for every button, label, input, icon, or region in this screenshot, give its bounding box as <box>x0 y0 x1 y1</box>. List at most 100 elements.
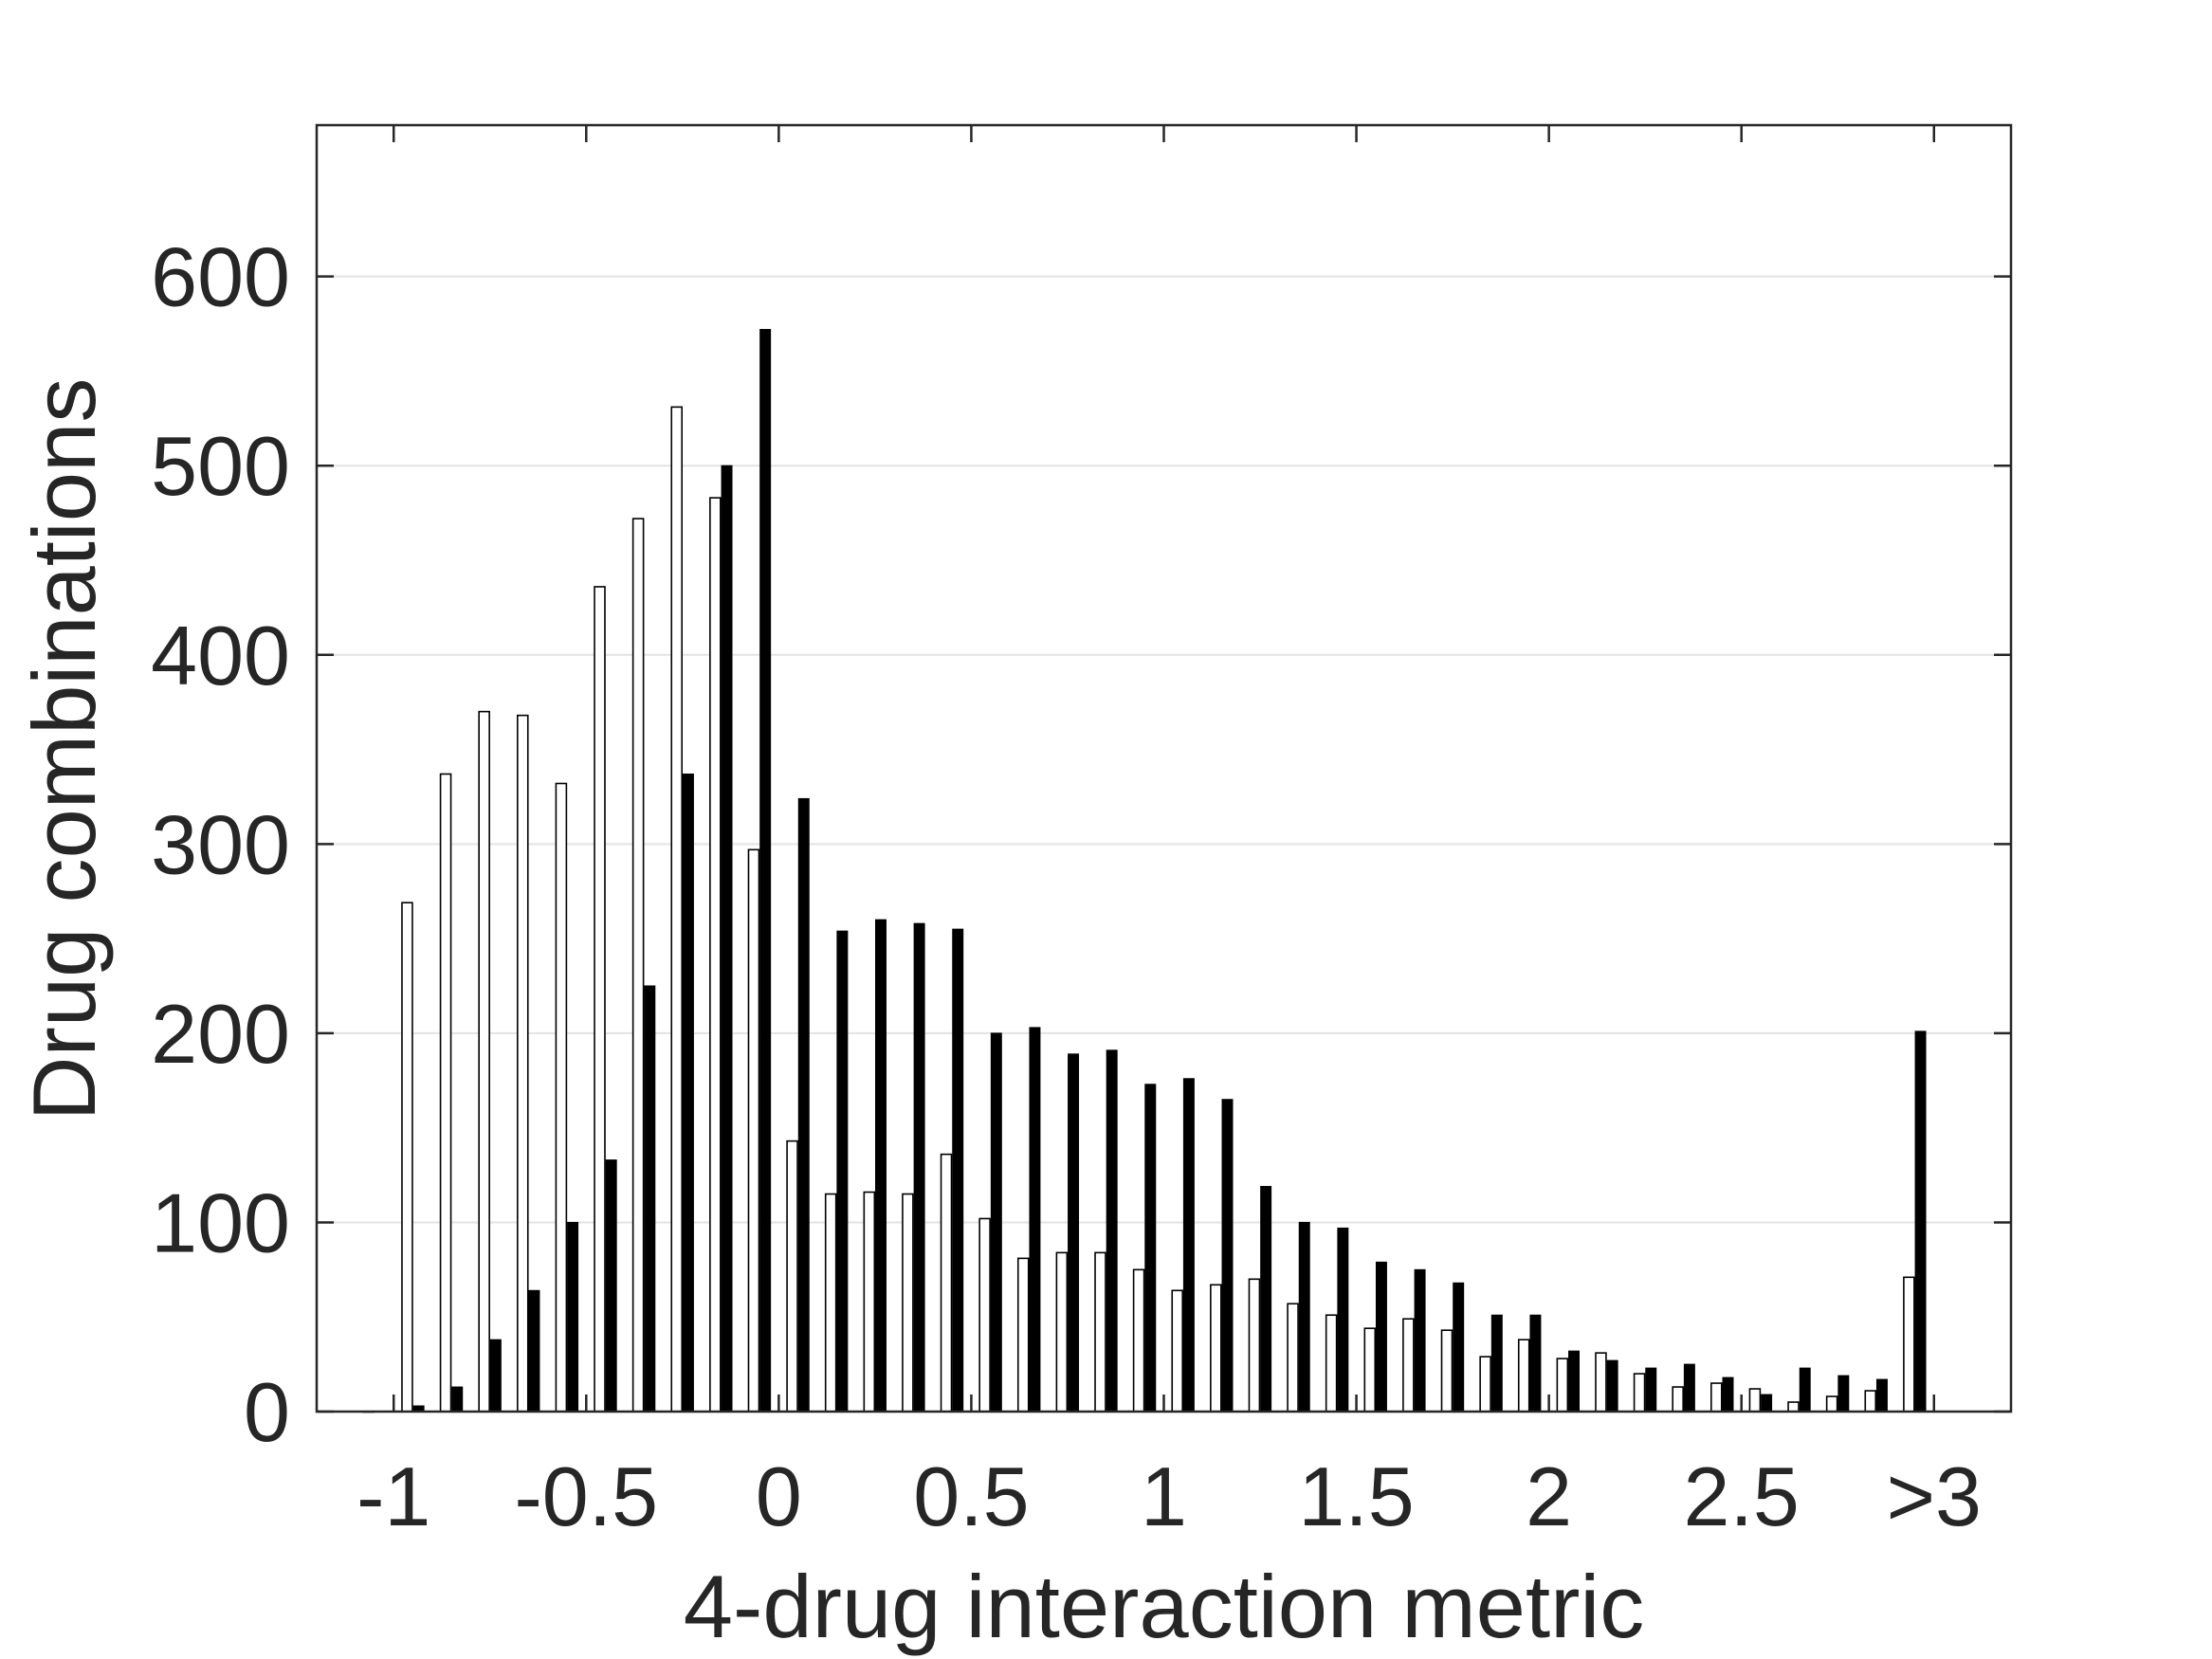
white-bar <box>478 710 490 1413</box>
black-bar <box>1606 1359 1618 1413</box>
y-axis-label: Drug combinations <box>14 378 114 1121</box>
white-bar <box>1672 1386 1684 1413</box>
white-bar <box>631 518 645 1413</box>
white-bar <box>670 406 684 1413</box>
black-bar <box>489 1339 502 1413</box>
black-bar <box>952 928 964 1413</box>
white-bar <box>517 714 529 1413</box>
white-bar <box>1325 1314 1338 1413</box>
y-tick-label: 0 <box>244 1365 290 1459</box>
white-bar <box>1094 1251 1106 1413</box>
black-bar <box>1453 1282 1465 1413</box>
black-bar <box>913 922 925 1413</box>
black-bar <box>1182 1078 1195 1413</box>
black-bar <box>644 985 656 1413</box>
white-bar <box>940 1153 953 1413</box>
black-bar <box>605 1159 617 1413</box>
black-bar <box>1337 1227 1349 1413</box>
white-bar <box>786 1139 798 1413</box>
black-bar <box>1799 1367 1811 1413</box>
y-tick-label: 200 <box>151 987 290 1081</box>
x-tick-label: -1 <box>356 1449 430 1543</box>
white-bar <box>594 586 606 1413</box>
x-tick-label: -0.5 <box>514 1449 658 1543</box>
white-bar <box>1825 1395 1838 1413</box>
black-bar <box>1144 1084 1157 1413</box>
y-tick-label: 100 <box>151 1176 290 1269</box>
white-bar <box>1479 1356 1491 1413</box>
black-bar <box>1722 1376 1734 1413</box>
tick-labels: 0 100 200 300 400 500 600 -1 -0.5 0 0.5 1 1.5 2 2.5 >3 <box>151 230 1982 1543</box>
black-bar <box>1068 1053 1080 1413</box>
white-bar <box>824 1193 837 1413</box>
white-bar <box>902 1193 914 1413</box>
white-bar <box>1903 1276 1915 1413</box>
black-bar <box>682 773 694 1413</box>
black-bar <box>567 1221 579 1413</box>
white-bar <box>863 1191 876 1413</box>
white-bar <box>1210 1284 1222 1413</box>
y-tick-label: 600 <box>151 230 290 324</box>
black-bar <box>759 329 772 1413</box>
black-bar <box>1529 1314 1542 1413</box>
black-bar <box>1875 1378 1888 1413</box>
x-tick-label: 2.5 <box>1684 1449 1800 1543</box>
white-bar <box>1402 1318 1415 1413</box>
x-tick-label: 1.5 <box>1298 1449 1414 1543</box>
x-tick-label: 1 <box>1141 1449 1187 1543</box>
white-bar <box>1287 1303 1299 1413</box>
x-tick-label: 2 <box>1526 1449 1572 1543</box>
black-bar <box>875 919 887 1413</box>
white-bar <box>1440 1329 1453 1413</box>
black-bar <box>1375 1261 1387 1413</box>
x-axis-label: 4-drug interaction metric <box>684 1557 1645 1656</box>
white-bar <box>1363 1327 1377 1413</box>
black-bar <box>721 465 733 1413</box>
white-bar <box>1748 1388 1762 1413</box>
x-tick-label: >3 <box>1887 1449 1982 1543</box>
white-bar <box>1055 1251 1069 1413</box>
y-tick-label: 400 <box>151 609 290 702</box>
bars <box>362 329 1927 1413</box>
white-bar <box>1556 1358 1569 1413</box>
black-bar <box>797 797 810 1413</box>
white-bar <box>1171 1289 1183 1413</box>
black-bar <box>1761 1394 1773 1413</box>
x-tick-label: 0 <box>756 1449 802 1543</box>
black-bar <box>1645 1367 1657 1413</box>
black-bar <box>1221 1099 1234 1413</box>
white-bar <box>401 902 413 1413</box>
black-bar <box>1414 1268 1426 1413</box>
white-bar <box>709 497 722 1413</box>
black-bar <box>528 1289 540 1413</box>
black-bar <box>1298 1221 1310 1413</box>
black-bar <box>990 1032 1002 1413</box>
y-tick-label: 500 <box>151 419 290 513</box>
black-bar <box>1260 1186 1272 1413</box>
x-tick-label: 0.5 <box>913 1449 1029 1543</box>
white-bar <box>1787 1401 1800 1413</box>
black-bar <box>451 1386 464 1413</box>
white-bar <box>1248 1278 1261 1413</box>
axis-ticks <box>317 125 2011 1413</box>
white-bar <box>1132 1268 1145 1413</box>
black-bar <box>1568 1350 1581 1413</box>
white-bar <box>1633 1373 1646 1413</box>
white-bar <box>1595 1352 1607 1413</box>
black-bar <box>1914 1030 1927 1413</box>
black-bar <box>1490 1314 1503 1413</box>
y-tick-label: 300 <box>151 797 290 891</box>
white-bar <box>1016 1257 1030 1413</box>
white-bar <box>747 848 760 1413</box>
white-bar <box>978 1217 991 1413</box>
white-bar <box>1864 1390 1877 1413</box>
black-bar <box>1029 1027 1041 1413</box>
white-bar <box>555 782 568 1413</box>
white-bar <box>1517 1339 1530 1413</box>
white-bar <box>439 773 452 1413</box>
black-bar <box>1683 1363 1695 1413</box>
black-bar <box>836 930 849 1413</box>
white-bar <box>1710 1382 1723 1413</box>
black-bar <box>1106 1049 1118 1413</box>
